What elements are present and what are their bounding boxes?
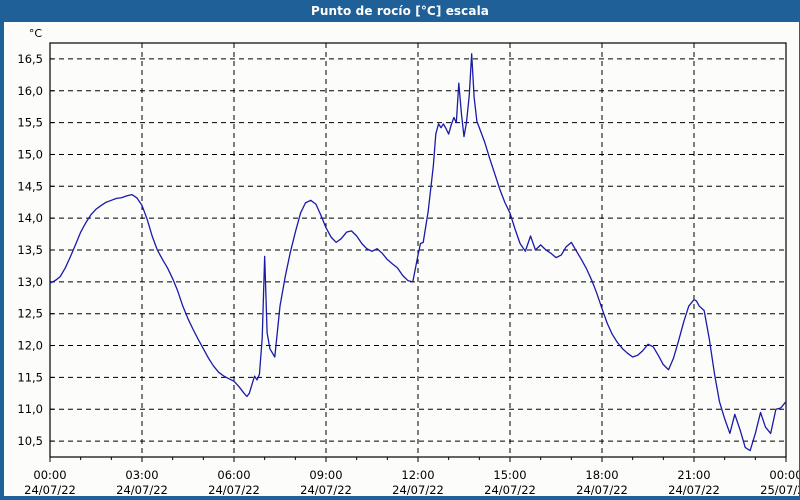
y-tick-label: 13,5 xyxy=(17,243,43,257)
axis-ticks xyxy=(49,58,787,462)
x-tick-label-time: 09:00 xyxy=(309,468,342,482)
x-tick-label-time: 00:00 xyxy=(769,468,800,482)
x-tick-label-date: 25/07/22 xyxy=(760,483,800,496)
y-tick-label: 11,5 xyxy=(17,370,43,384)
y-tick-label: 16,0 xyxy=(17,84,43,98)
x-tick-label-time: 12:00 xyxy=(401,468,434,482)
x-tick-label-date: 24/07/22 xyxy=(392,483,444,496)
x-tick-label-date: 24/07/22 xyxy=(668,483,720,496)
page-title: Punto de rocío [°C] escala xyxy=(310,4,489,18)
y-tick-label: 10,5 xyxy=(17,434,43,448)
x-tick-label-date: 24/07/22 xyxy=(24,483,76,496)
axis-frame xyxy=(49,42,787,458)
y-gridlines xyxy=(50,58,786,442)
y-tick-label: 12,5 xyxy=(17,307,43,321)
y-tick-labels: 10,5 11,0 11,5 12,0 12,5 13,0 13,5 14,0 14,5 15,0… xyxy=(17,52,43,448)
window-title-bar: Punto de rocío [°C] escala xyxy=(4,0,799,22)
y-tick-label: 16,5 xyxy=(17,52,43,66)
y-tick-label: 13,0 xyxy=(17,275,43,289)
plot-container: 10,5 11,0 11,5 12,0 12,5 13,0 13,5 14,0 14,5 15,0… xyxy=(4,22,800,496)
x-tick-label-time: 06:00 xyxy=(217,468,250,482)
x-tick-label-time: 18:00 xyxy=(585,468,618,482)
x-tick-label-time: 15:00 xyxy=(493,468,526,482)
y-tick-label: 12,0 xyxy=(17,339,43,353)
x-tick-label-time: 21:00 xyxy=(677,468,710,482)
x-tick-label-date: 24/07/22 xyxy=(300,483,352,496)
x-tick-label-date: 24/07/22 xyxy=(208,483,260,496)
x-tick-label-time: 03:00 xyxy=(125,468,158,482)
y-tick-label: 15,0 xyxy=(17,147,43,161)
x-gridlines xyxy=(141,43,695,457)
x-tick-label-date: 24/07/22 xyxy=(576,483,628,496)
y-axis-unit-label: °C xyxy=(29,27,43,40)
x-tick-labels: 00:0024/07/2203:0024/07/2206:0024/07/220… xyxy=(24,468,800,496)
line-chart: 10,5 11,0 11,5 12,0 12,5 13,0 13,5 14,0 14,5 15,0… xyxy=(17,27,800,496)
y-tick-label: 14,0 xyxy=(17,211,43,225)
x-tick-label-date: 24/07/22 xyxy=(116,483,168,496)
y-tick-label: 14,5 xyxy=(17,179,43,193)
y-tick-label: 15,5 xyxy=(17,116,43,130)
data-series-line xyxy=(49,53,787,452)
y-tick-label: 11,0 xyxy=(17,402,43,416)
x-tick-label-time: 00:00 xyxy=(33,468,66,482)
x-tick-label-date: 24/07/22 xyxy=(484,483,536,496)
